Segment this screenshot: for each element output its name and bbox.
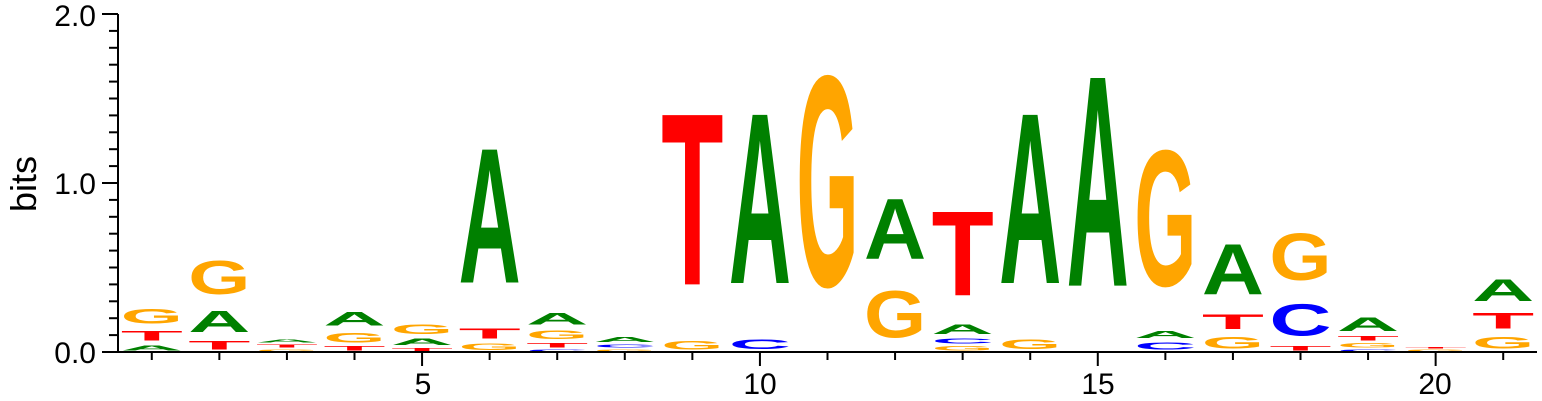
glyph-pos17-G: G	[1202, 334, 1264, 352]
glyph-pos18-C: C	[1269, 294, 1331, 345]
glyph-pos14-A: A	[999, 62, 1061, 335]
glyph-pos19-G: G	[1337, 342, 1399, 349]
glyph-pos9-T: T	[661, 62, 723, 336]
glyph-pos17-A: A	[1202, 228, 1264, 309]
glyph-pos2-A: A	[188, 305, 250, 339]
glyph-pos7-C: C	[526, 349, 588, 352]
glyph-pos16-A: A	[1134, 328, 1196, 340]
glyph-pos6-A: A	[459, 108, 521, 324]
glyph-pos5-G: G	[391, 322, 453, 337]
x-tick-label-20: 20	[1418, 368, 1451, 401]
glyph-pos6-T: T	[459, 325, 521, 342]
glyph-pos19-T: T	[1337, 335, 1399, 342]
y-tick-label-2: 2.0	[54, 0, 96, 33]
glyph-pos3-A: A	[256, 338, 318, 343]
glyph-pos2-T: T	[188, 339, 250, 352]
glyph-pos21-G: G	[1472, 334, 1534, 352]
glyph-pos10-C: C	[729, 337, 791, 352]
glyph-pos8-C: C	[594, 344, 656, 349]
x-tick-label-15: 15	[1081, 368, 1114, 401]
glyph-pos19-A: A	[1337, 313, 1399, 335]
glyph-pos14-G: G	[999, 337, 1061, 352]
glyph-pos3-T: T	[256, 344, 318, 349]
glyph-pos5-A: A	[391, 337, 453, 347]
glyph-pos16-G: G	[1134, 109, 1196, 327]
glyph-pos3-G: G	[256, 349, 318, 352]
glyph-pos19-C: C	[1337, 349, 1399, 352]
glyph-pos13-G: G	[932, 345, 994, 352]
y-tick-label-0: 0.0	[54, 337, 96, 370]
glyph-pos18-T: T	[1269, 345, 1331, 352]
glyph-pos6-G: G	[459, 342, 521, 352]
glyph-pos21-T: T	[1472, 308, 1534, 333]
glyph-pos13-T: T	[932, 186, 994, 321]
glyph-pos8-G: G	[594, 349, 656, 352]
glyph-pos11-G: G	[796, 12, 858, 350]
glyph-pos4-G: G	[323, 330, 385, 345]
glyph-pos20-T: T	[1405, 347, 1467, 349]
glyph-pos7-G: G	[526, 328, 588, 342]
glyph-pos20-G: G	[1405, 349, 1467, 352]
glyph-pos10-A: A	[729, 62, 791, 335]
glyph-pos8-A: A	[594, 335, 656, 343]
x-tick-label-10: 10	[743, 368, 776, 401]
glyph-pos13-A: A	[932, 322, 994, 337]
glyph-pos1-A: A	[121, 344, 183, 352]
glyph-pos17-T: T	[1202, 310, 1264, 334]
glyph-pos16-C: C	[1134, 340, 1196, 352]
glyph-pos7-A: A	[526, 310, 588, 328]
y-axis-title: bits	[3, 156, 44, 212]
glyph-pos7-T: T	[526, 342, 588, 349]
glyph-pos12-A: A	[864, 182, 926, 278]
y-tick-label-1: 1.0	[54, 168, 96, 201]
glyph-pos1-G: G	[121, 305, 183, 328]
glyph-pos4-T: T	[323, 345, 385, 352]
x-tick-label-5: 5	[415, 368, 432, 401]
glyph-pos12-G: G	[864, 277, 926, 352]
glyph-pos13-C: C	[932, 337, 994, 345]
glyph-pos1-T: T	[121, 328, 183, 343]
glyph-pos15-A: A	[1067, 14, 1129, 351]
glyph-pos2-G: G	[188, 250, 250, 304]
glyph-pos21-A: A	[1472, 272, 1534, 308]
glyph-pos5-T: T	[391, 347, 453, 352]
ticks	[102, 13, 1505, 366]
glyph-pos18-G: G	[1269, 219, 1331, 294]
glyph-pos4-A: A	[323, 308, 385, 330]
glyph-pos9-G: G	[661, 339, 723, 353]
